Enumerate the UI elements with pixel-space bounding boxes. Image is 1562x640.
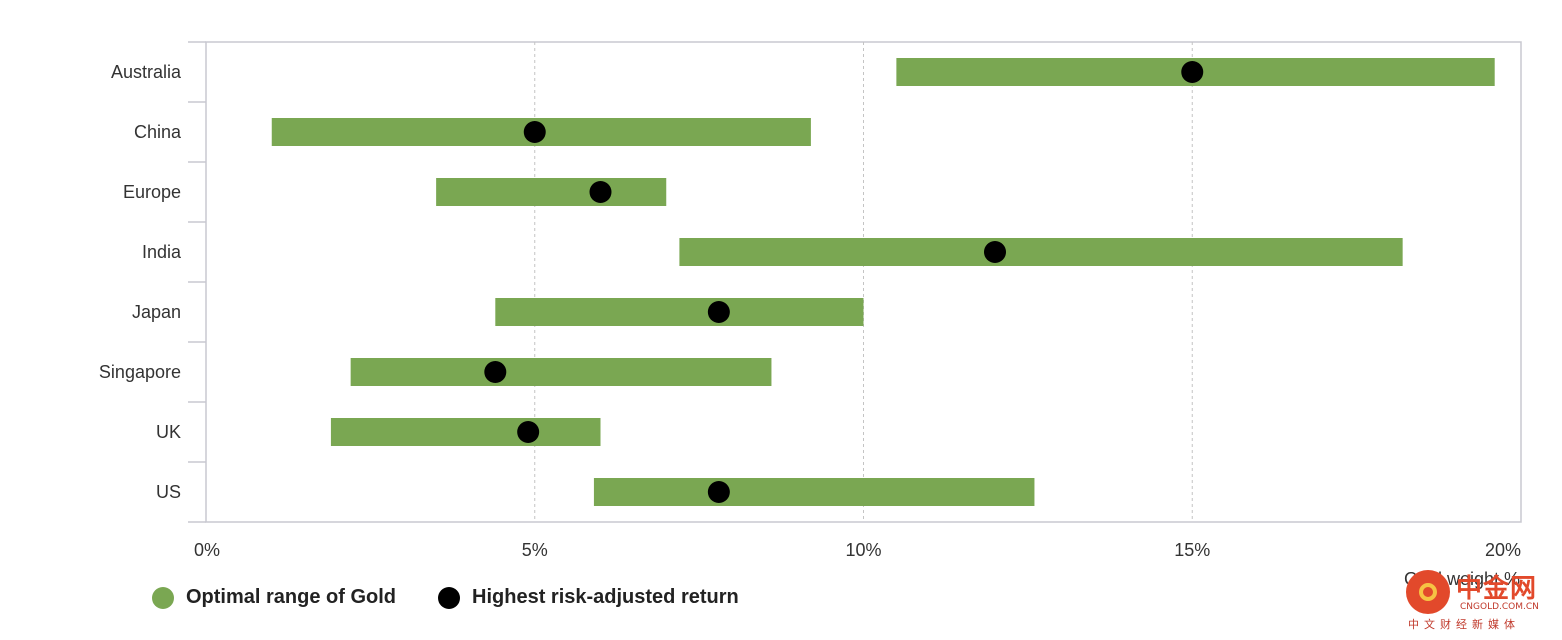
x-tick-label-10: 10%: [845, 540, 881, 560]
legend-green-dot-icon: [152, 586, 174, 609]
y-tick-label-india: India: [142, 242, 182, 262]
return-dot-japan: [707, 301, 730, 323]
legend-item-dot: Highest risk-adjusted return: [438, 586, 739, 609]
return-dot-india: [984, 241, 1006, 263]
return-dot-us: [707, 481, 730, 503]
y-tick-label-japan: Japan: [132, 302, 181, 322]
watermark-circle-icon: [1406, 570, 1450, 614]
return-dot-australia: [1181, 61, 1204, 83]
watermark-url: CNGOLD.COM.CN: [1460, 602, 1539, 612]
x-axis-labels: 0% 5% 10% 15% 20%: [194, 540, 1521, 560]
range-bar-us: [593, 478, 1035, 506]
x-tick-label-15: 15%: [1174, 540, 1210, 560]
range-bar-india: [679, 238, 1403, 266]
watermark-tagline: 中文财经新媒体: [1408, 618, 1520, 631]
y-tick-label-australia: Australia: [111, 62, 182, 82]
range-bar-singapore: [350, 358, 772, 386]
range-bar-europe: [436, 178, 667, 206]
y-tick-label-singapore: Singapore: [99, 362, 181, 382]
return-dots: [484, 61, 1204, 503]
y-tick-label-uk: UK: [156, 422, 181, 442]
legend-black-dot-icon: [438, 586, 461, 609]
x-tick-label-5: 5%: [522, 540, 548, 560]
watermark-logo: 中金网 CNGOLD.COM.CN 中文财经新媒体: [1404, 568, 1554, 634]
y-axis-labels: Australia China Europe India Japan Singapore U…: [99, 62, 182, 502]
return-dot-china: [523, 121, 546, 143]
legend-label-range: Optimal range of Gold: [186, 586, 397, 608]
y-tick-label-china: China: [134, 122, 182, 142]
return-dot-uk: [517, 421, 540, 443]
y-tick-label-europe: Europe: [123, 182, 181, 202]
legend: Optimal range of Gold Highest risk-adjus…: [152, 586, 781, 609]
watermark-name: 中金网: [1456, 574, 1538, 604]
return-dot-singapore: [484, 361, 507, 383]
x-tick-label-0: 0%: [194, 540, 220, 560]
range-bar-uk: [330, 418, 601, 446]
legend-label-dot: Highest risk-adjusted return: [472, 586, 739, 608]
x-tick-label-20: 20%: [1485, 540, 1521, 560]
legend-item-range: Optimal range of Gold: [152, 586, 396, 609]
range-bar-japan: [495, 298, 864, 326]
y-tick-label-us: US: [156, 482, 181, 502]
return-dot-europe: [589, 181, 612, 203]
y-axis-ticks: [188, 41, 206, 523]
